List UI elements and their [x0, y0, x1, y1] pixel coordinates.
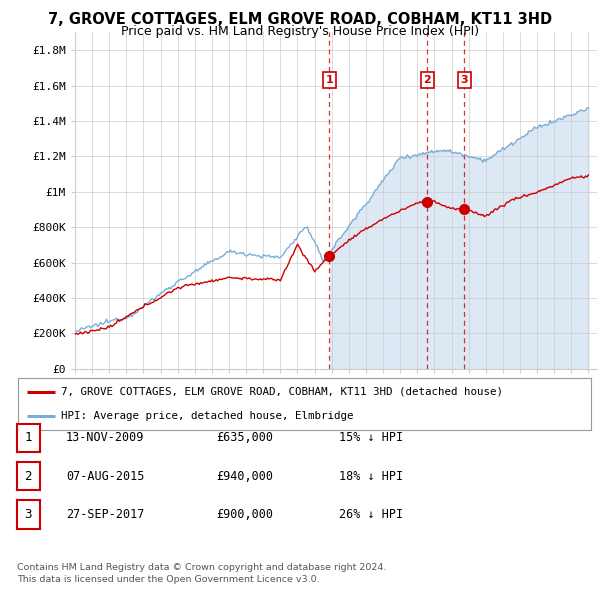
Text: 3: 3: [25, 508, 32, 521]
Text: 3: 3: [460, 76, 468, 85]
Text: 7, GROVE COTTAGES, ELM GROVE ROAD, COBHAM, KT11 3HD (detached house): 7, GROVE COTTAGES, ELM GROVE ROAD, COBHA…: [61, 386, 503, 396]
Text: £900,000: £900,000: [216, 508, 273, 521]
Text: HPI: Average price, detached house, Elmbridge: HPI: Average price, detached house, Elmb…: [61, 411, 353, 421]
Text: £940,000: £940,000: [216, 470, 273, 483]
Text: 1: 1: [326, 76, 334, 85]
Text: 7, GROVE COTTAGES, ELM GROVE ROAD, COBHAM, KT11 3HD: 7, GROVE COTTAGES, ELM GROVE ROAD, COBHA…: [48, 12, 552, 27]
Text: Price paid vs. HM Land Registry's House Price Index (HPI): Price paid vs. HM Land Registry's House …: [121, 25, 479, 38]
Text: 27-SEP-2017: 27-SEP-2017: [66, 508, 145, 521]
Text: 2: 2: [25, 470, 32, 483]
Text: 15% ↓ HPI: 15% ↓ HPI: [339, 431, 403, 444]
Text: Contains HM Land Registry data © Crown copyright and database right 2024.
This d: Contains HM Land Registry data © Crown c…: [17, 563, 386, 584]
Text: 13-NOV-2009: 13-NOV-2009: [66, 431, 145, 444]
Text: 2: 2: [424, 76, 431, 85]
Text: 1: 1: [25, 431, 32, 444]
Text: £635,000: £635,000: [216, 431, 273, 444]
Text: 07-AUG-2015: 07-AUG-2015: [66, 470, 145, 483]
Text: 18% ↓ HPI: 18% ↓ HPI: [339, 470, 403, 483]
Text: 26% ↓ HPI: 26% ↓ HPI: [339, 508, 403, 521]
